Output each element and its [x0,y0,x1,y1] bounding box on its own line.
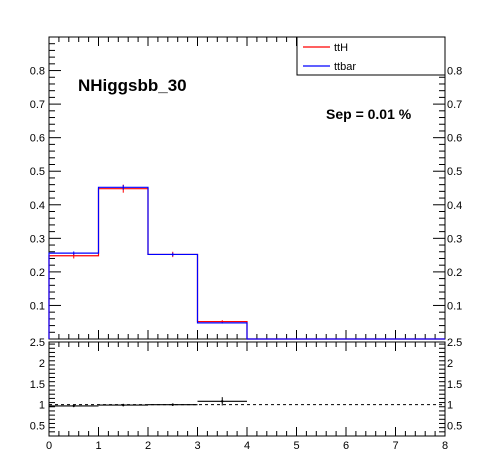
ratio-y-tick-label-left: 1.5 [30,379,45,391]
ratio-y-tick-label-left: 2 [39,358,45,370]
main-y-tick-label-right: 0.1 [447,300,462,312]
x-tick-label: 7 [392,440,398,452]
x-tick-label: 1 [95,440,101,452]
separation-label: Sep = 0.01 % [326,106,412,122]
main-y-tick-label-right: 0.3 [447,233,462,245]
x-tick-label: 0 [46,440,52,452]
x-tick-label: 3 [194,440,200,452]
main-y-tick-label-right: 0.6 [447,133,462,145]
ratio-y-tick-label-right: 0.5 [447,421,462,433]
ratio-y-tick-label-right: 1.5 [447,379,462,391]
main-y-tick-label-left: 0.8 [30,66,45,78]
ratio-y-tick-label-right: 1 [447,400,453,412]
ratio-y-tick-label-left: 2.5 [30,337,45,349]
ratio-plot-frame [48,341,446,437]
chart-title: NHiggsbb_30 [78,76,187,95]
ratio-point [122,403,125,407]
ratio-point [221,400,224,403]
main-y-tick-labels-right: 0.1 0.2 0.3 0.4 0.5 0.6 0.7 0.8 [447,66,462,313]
main-y-tick-labels-left: 0.1 0.2 0.3 0.4 0.5 0.6 0.7 0.8 [30,66,45,313]
legend-label-tth: ttH [334,42,348,54]
x-tick-label: 8 [442,440,448,452]
ratio-point [171,403,174,406]
main-y-tick-label-right: 0.8 [447,66,462,78]
main-y-tick-label-left: 0.4 [30,200,45,212]
x-tick-label: 2 [145,440,151,452]
main-y-tick-label-left: 0.5 [30,166,45,178]
main-y-tick-label-left: 0.7 [30,99,45,111]
x-tick-label: 5 [293,440,299,452]
ratio-ticks [48,342,446,437]
histogram-ttbar [48,186,445,340]
main-y-tick-label-right: 0.7 [447,99,462,111]
histogram-tth [48,188,445,340]
legend: ttH ttbar [296,36,446,76]
ratio-y-tick-labels-left: 0.5 1 1.5 2 2.5 [30,337,45,433]
ratio-y-tick-label-left: 0.5 [30,421,45,433]
legend-box [296,36,446,76]
histograms [48,184,445,340]
main-y-tick-label-left: 0.1 [30,300,45,312]
main-y-tick-label-right: 0.4 [447,200,462,212]
main-y-tick-label-right: 0.2 [447,267,462,279]
x-tick-label: 6 [343,440,349,452]
main-y-tick-label-left: 0.3 [30,233,45,245]
ratio-y-tick-label-left: 1 [39,400,45,412]
ratio-y-tick-label-right: 2 [447,358,453,370]
ratio-y-tick-labels-right: 0.5 1 1.5 2 2.5 [447,337,462,433]
x-tick-labels: 0 1 2 3 4 5 6 7 8 [46,440,448,452]
x-tick-label: 4 [244,440,250,452]
legend-label-ttbar: ttbar [334,61,356,73]
ratio-y-tick-label-right: 2.5 [447,337,462,349]
ratio-point [72,404,75,408]
main-y-tick-label-right: 0.5 [447,166,462,178]
ratio-points [49,397,445,408]
main-y-tick-label-left: 0.2 [30,267,45,279]
main-y-tick-label-left: 0.6 [30,133,45,145]
